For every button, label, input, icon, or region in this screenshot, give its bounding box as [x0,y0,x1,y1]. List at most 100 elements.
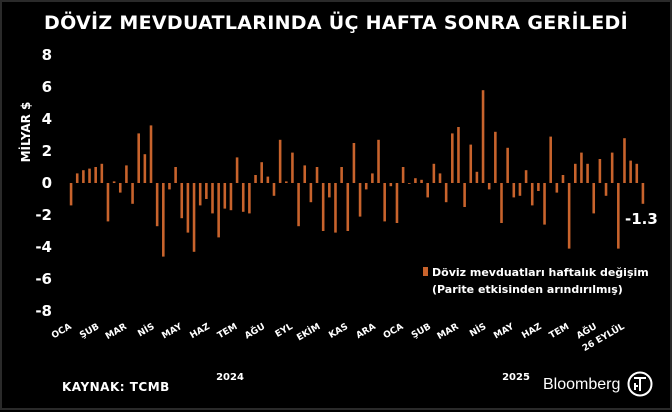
y-axis-label: MİLYAR $ [18,102,33,163]
year-label: 2024 [216,372,244,383]
bar [223,183,227,209]
x-tick-label: ARA [355,322,378,341]
bar [432,163,436,183]
x-tick-label: ŞUB [78,322,101,341]
bar [506,147,509,183]
bar [617,183,620,249]
bar [260,162,263,183]
x-tick-label: OCA [50,322,73,341]
bar [629,160,632,183]
bar-series [69,90,645,257]
bar [549,136,552,183]
x-tick-label: KAS [327,322,350,341]
bar [389,183,393,187]
bar [186,183,190,233]
y-tick-label: 6 [42,78,52,96]
bar [463,183,466,207]
bar [248,183,251,214]
bar [192,183,196,252]
bar [567,183,571,249]
bar [69,183,73,206]
bar [118,183,122,193]
bar [641,183,645,204]
x-tick-label: NİS [136,321,157,339]
bar [143,154,147,183]
bar [162,183,165,257]
bar [75,173,79,183]
bar [364,183,368,190]
bar [420,179,423,183]
bar [487,183,491,190]
x-tick-label: AĞU [242,320,267,341]
bar [512,183,516,198]
bar [586,163,589,183]
bar [377,139,380,183]
bar [285,181,288,183]
x-tick-label: MAY [160,322,184,342]
bar [168,183,171,190]
bar [407,183,411,184]
bloomberg-ht-logo-icon [627,371,653,397]
bar [475,171,479,183]
legend-label-line2: (Parite etkisinden arındırılmış) [432,283,623,296]
bar [334,183,337,233]
bar [623,138,626,183]
bar [278,139,282,183]
bar [395,183,399,223]
bar [530,183,534,206]
y-tick-label: -2 [35,206,52,224]
bar [106,183,110,222]
bar [414,178,417,183]
bar [100,163,104,183]
chart-title: DÖVİZ MEVDUATLARINDA ÜÇ HAFTA SONRA GERİ… [44,12,628,34]
bar [303,165,307,183]
bar [371,173,374,183]
x-tick-label: NİS [468,321,489,339]
bar [254,175,257,183]
bar [481,90,485,183]
x-tick-label: ŞUB [410,322,433,341]
bar [383,183,386,222]
bar [131,183,134,204]
x-tick-label: MAR [104,322,129,342]
y-tick-label: 2 [42,142,52,160]
x-tick-label: OCA [382,322,405,341]
bar [580,152,583,183]
bar [358,183,362,217]
bar [457,127,460,183]
last-value-annotation: -1.3 [625,210,658,228]
legend-swatch [423,267,428,276]
bar [518,183,522,196]
bar [266,176,270,183]
bar [112,181,116,183]
bar [543,183,546,225]
x-tick-label: HAZ [189,322,213,341]
legend-label-line1: Döviz mevduatları haftalık değişim [432,266,649,279]
y-tick-label: -6 [35,270,52,288]
x-tick-label: MAR [436,322,461,342]
bar [340,167,343,183]
bar [444,183,448,203]
bar [426,183,429,198]
bar [500,183,503,223]
bar [592,183,596,214]
bar [174,167,177,183]
bar [88,168,91,183]
source-label: KAYNAK: TCMB [62,380,170,394]
bar [635,163,639,183]
bar [321,183,325,231]
bar [217,183,220,238]
y-tick-label: 8 [42,46,52,64]
y-tick-label: 0 [42,174,52,192]
x-tick-label: TEM [548,322,571,341]
bar [315,167,319,183]
x-tick-label: HAZ [520,322,544,341]
y-tick-label: -4 [35,238,52,256]
bar [155,183,159,227]
bar [524,170,528,183]
bar [604,183,608,196]
bar [555,183,559,193]
bar [469,144,473,183]
bar [272,183,276,196]
